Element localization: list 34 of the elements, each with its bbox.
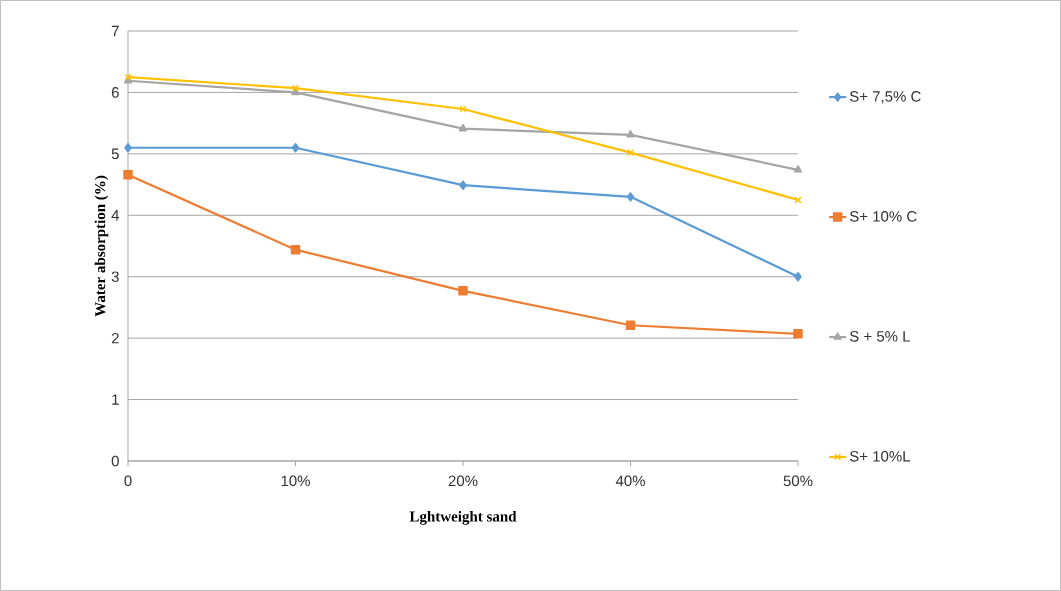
point [793,165,803,173]
x-tick-label: 20% [448,475,478,487]
point [291,84,300,92]
y-tick-label: 2 [111,332,119,344]
point [458,123,468,132]
x-tick-label: 50% [783,475,813,487]
y-tick-label: 7 [111,25,119,37]
point [794,271,802,282]
y-axis-title: Water absorption (%) [94,175,109,317]
point [458,286,468,296]
point [459,105,467,113]
legend-label: S+ 10% C [849,211,917,222]
y-tick-label: 6 [111,87,119,98]
point [290,244,301,255]
point [291,142,300,153]
y-tick-label: 0 [111,455,119,467]
y-tick-label: 4 [111,210,120,221]
x-tick-label: 10% [281,475,310,487]
point [124,142,132,153]
legend-label: S+ 10%L [849,451,911,462]
legend-label: S+ 7,5% C [849,91,921,104]
point [123,169,133,180]
point [626,192,635,202]
point [626,130,635,138]
legend-label: S + 5% L [849,331,911,342]
x-tick-label: 40% [615,475,645,487]
y-tick-label: 1 [112,394,119,405]
point [793,329,803,339]
point [459,180,467,190]
y-tick-label: 5 [111,148,119,160]
x-tick-label: 0 [124,475,132,487]
x-axis-title: Lghtweight sand [409,511,517,525]
y-tick-label: 3 [111,271,119,283]
point [625,320,636,330]
